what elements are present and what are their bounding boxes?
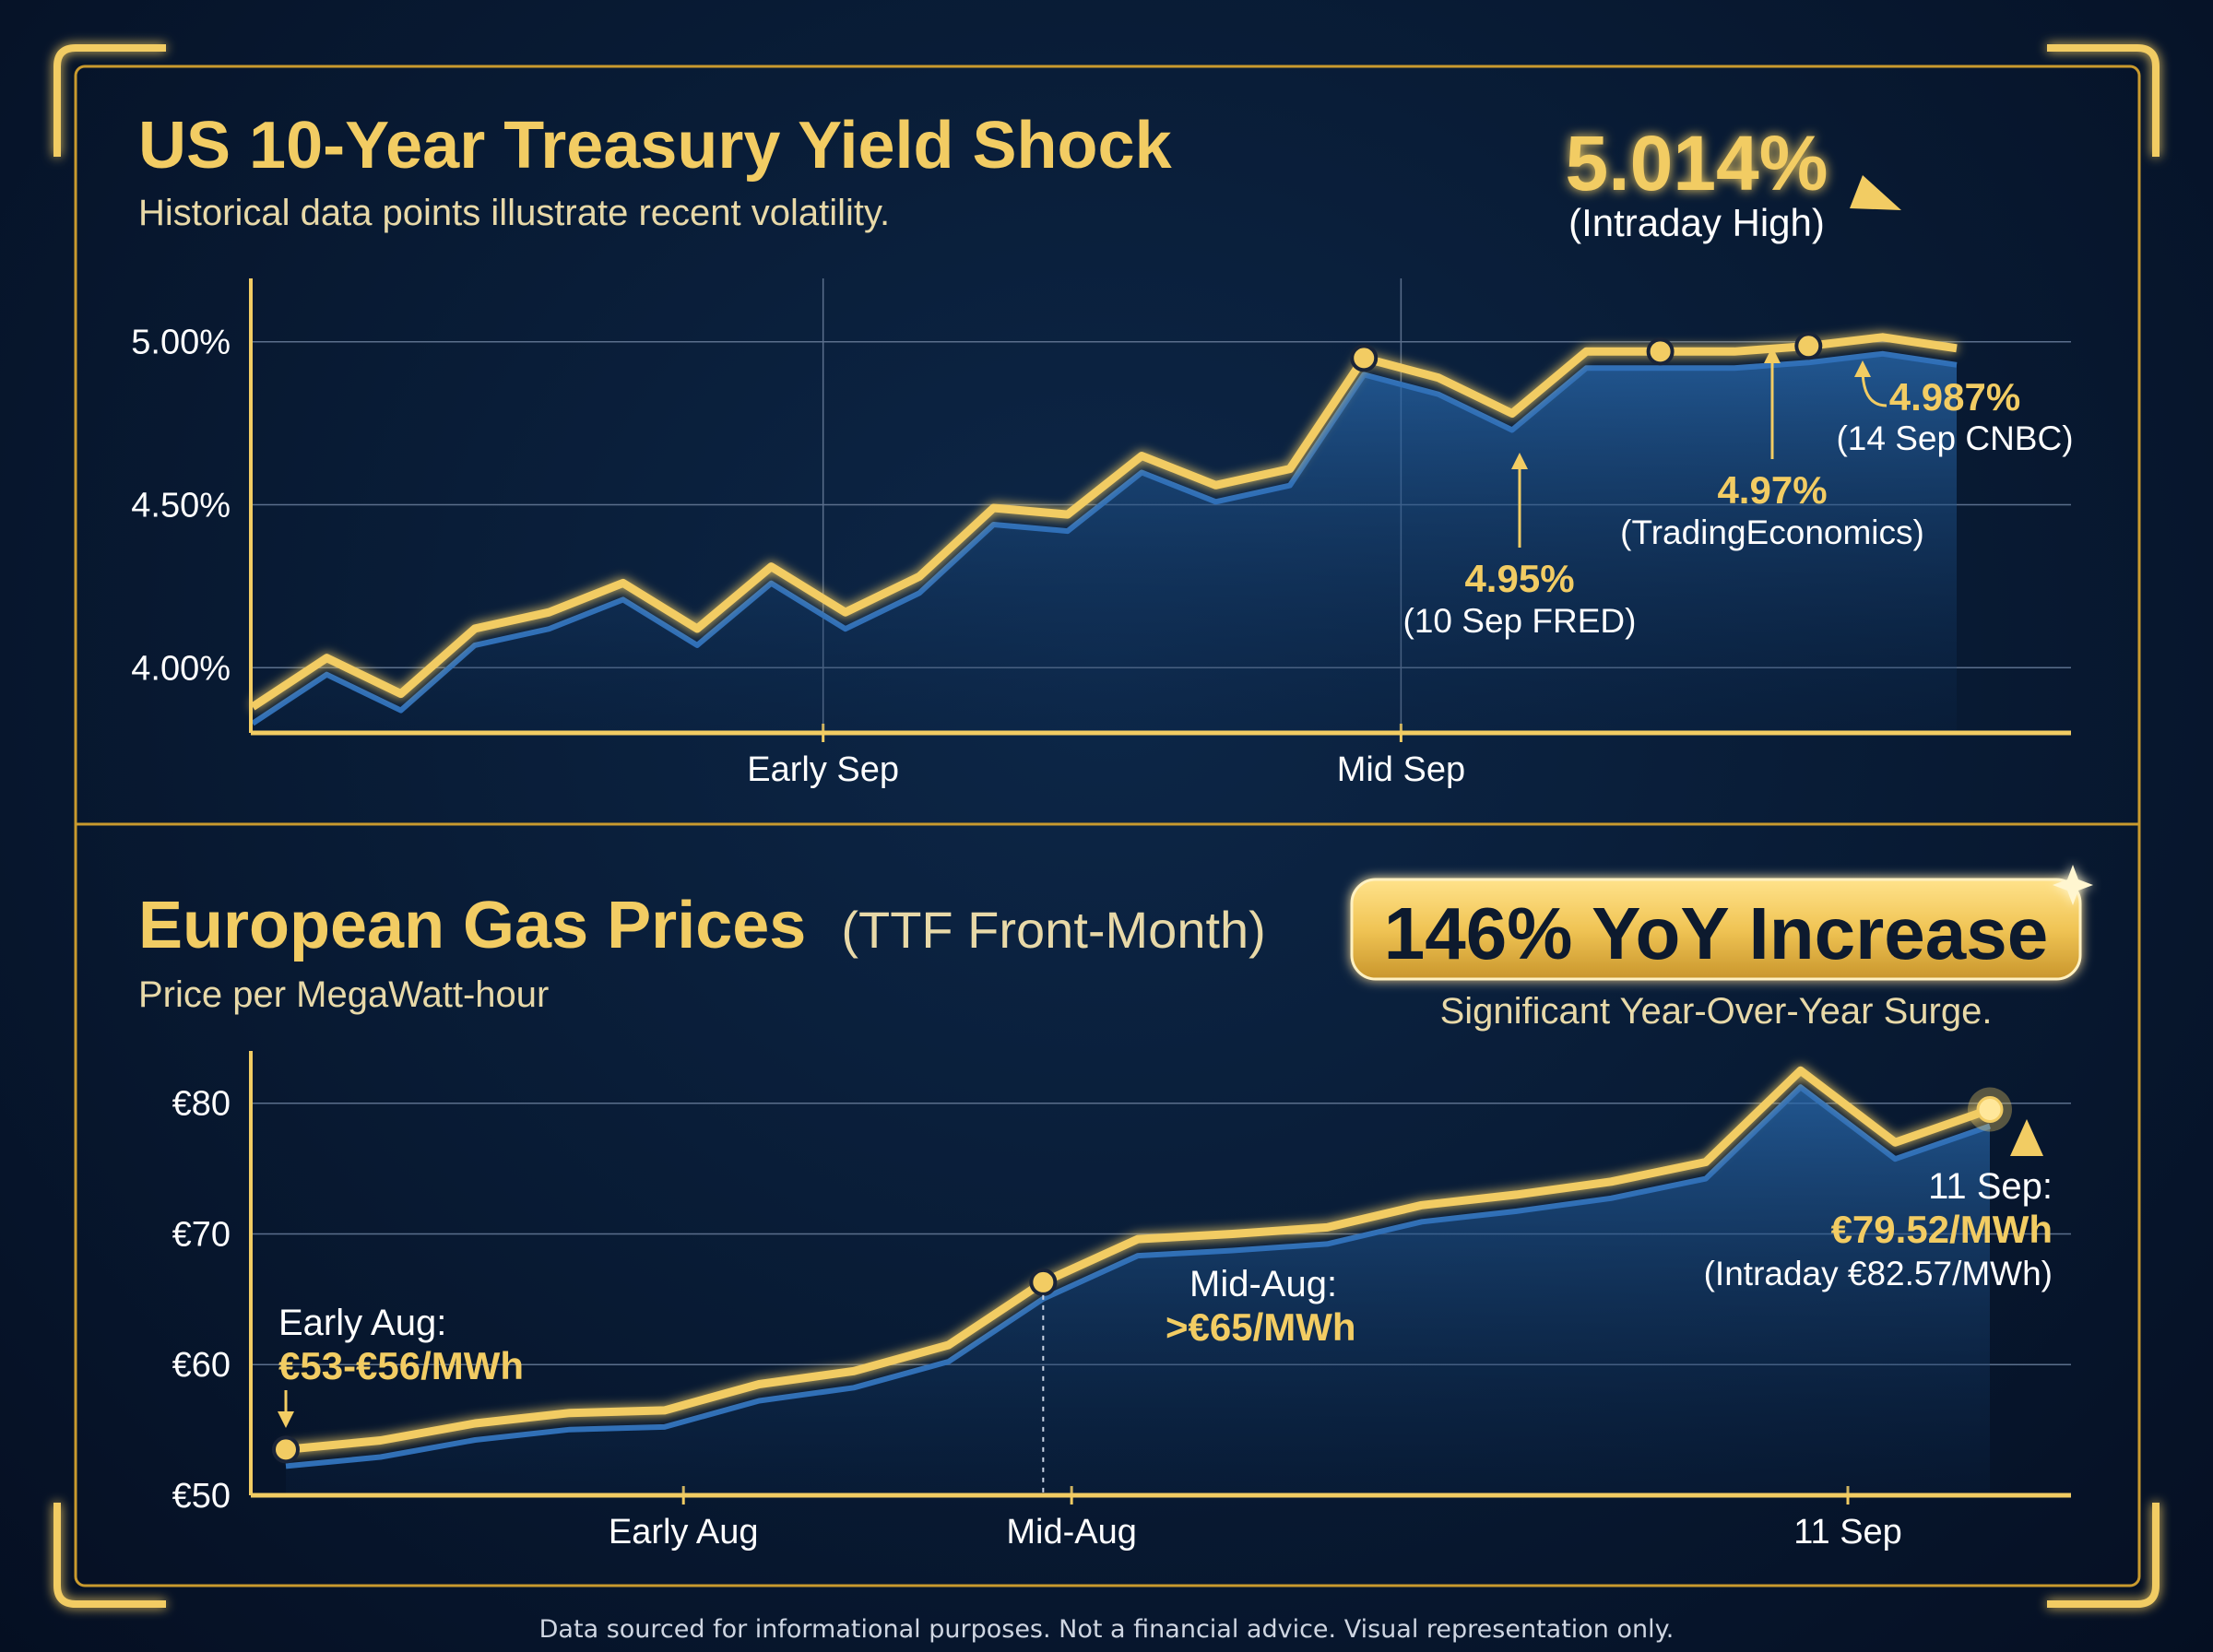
badge-text: 146% YoY Increase: [1384, 892, 2049, 974]
treasury-area-fill: [253, 353, 1957, 733]
gas-points: [272, 1087, 2012, 1495]
callout-note: (TradingEconomics): [1620, 513, 1924, 551]
data-point: [1794, 332, 1823, 360]
treasury-points: [1350, 332, 1823, 372]
y-tick-label: 5.00%: [131, 324, 231, 362]
badge-caption: Significant Year-Over-Year Surge.: [1440, 991, 1993, 1032]
sparkle-icon: [2053, 865, 2093, 905]
gas-title: European Gas Prices (TTF Front-Month): [138, 889, 1266, 962]
callout-note: (Intraday High): [1568, 201, 1825, 244]
gas-shadow-line: [285, 1084, 1991, 1469]
gas-x-ticks: Early Aug Mid-Aug 11 Sep: [609, 1486, 1902, 1552]
callout-label: Mid-Aug:: [1189, 1264, 1337, 1304]
callout-label: Early Aug:: [278, 1303, 446, 1343]
gas-y-ticks: €50 €60 €70 €80: [172, 1085, 231, 1516]
y-tick-label: 4.00%: [131, 649, 231, 688]
data-point: [1029, 1268, 1058, 1296]
footer-disclaimer: Data sourced for informational purposes.…: [538, 1615, 1675, 1644]
x-tick-label: Early Sep: [747, 750, 899, 789]
treasury-subtitle: Historical data points illustrate recent…: [138, 193, 890, 233]
treasury-x-ticks: Early Sep Mid Sep: [747, 724, 1465, 789]
data-point: [1646, 337, 1675, 366]
gas-panel: European Gas Prices (TTF Front-Month) Pr…: [138, 865, 2093, 1552]
callout-cnbc: 4.987% (14 Sep CNBC): [1836, 360, 2074, 457]
callout-label: 11 Sep:: [1928, 1166, 2053, 1207]
y-tick-label: 4.50%: [131, 487, 231, 525]
data-point: [1976, 1096, 2004, 1124]
callout-fred: 4.95% (10 Sep FRED): [1403, 453, 1637, 640]
y-tick-label: €60: [172, 1346, 231, 1385]
callout-note: (10 Sep FRED): [1403, 602, 1637, 640]
x-tick-label: Mid-Aug: [1006, 1513, 1137, 1552]
callout-value: 5.014%: [1566, 120, 1828, 206]
treasury-y-ticks: 4.00% 4.50% 5.00%: [131, 324, 231, 689]
x-tick-label: 11 Sep: [1793, 1513, 1902, 1552]
data-point: [1350, 344, 1379, 372]
callout-value: 4.97%: [1717, 468, 1827, 512]
callout-value: €53-€56/MWh: [278, 1344, 524, 1387]
arrow-icon: [2010, 1119, 2043, 1156]
callout-mid-aug: Mid-Aug: >€65/MWh: [1166, 1264, 1356, 1349]
treasury-shadow-line: [251, 350, 1958, 726]
treasury-panel: US 10-Year Treasury Yield Shock Historic…: [131, 109, 2073, 789]
callout-value: >€65/MWh: [1166, 1305, 1356, 1349]
gas-area-fill: [286, 1087, 1990, 1495]
callout-early-aug: Early Aug: €53-€56/MWh: [278, 1303, 524, 1428]
y-tick-label: €70: [172, 1215, 231, 1254]
gas-title-main: European Gas Prices: [138, 889, 806, 962]
callout-tradingeconomics: 4.97% (TradingEconomics): [1620, 347, 1924, 551]
x-tick-label: Mid Sep: [1337, 750, 1465, 789]
y-tick-label: €50: [172, 1477, 231, 1516]
callout-intraday-high: 5.014% (Intraday High): [1566, 120, 1901, 244]
arrow-icon: [1854, 360, 1888, 407]
x-tick-label: Early Aug: [609, 1513, 759, 1552]
treasury-title: US 10-Year Treasury Yield Shock: [138, 109, 1173, 183]
y-tick-label: €80: [172, 1085, 231, 1124]
gold-frame: [53, 44, 2160, 1608]
data-point: [272, 1435, 300, 1464]
gas-price-line: [285, 1066, 1992, 1454]
callout-value: 4.95%: [1464, 557, 1574, 600]
gas-subtitle: Price per MegaWatt-hour: [138, 974, 549, 1015]
callout-value: 4.987%: [1889, 375, 2020, 419]
callout-note: (Intraday €82.57/MWh): [1704, 1255, 2053, 1292]
yoy-badge: 146% YoY Increase Significant Year-Over-…: [1350, 865, 2093, 1032]
callout-11-sep: 11 Sep: €79.52/MWh (Intraday €82.57/MWh): [1704, 1119, 2053, 1292]
arrow-icon: [1850, 175, 1901, 210]
callout-value: €79.52/MWh: [1831, 1208, 2053, 1251]
gas-title-suffix: (TTF Front-Month): [841, 901, 1265, 959]
callout-note: (14 Sep CNBC): [1836, 419, 2073, 457]
